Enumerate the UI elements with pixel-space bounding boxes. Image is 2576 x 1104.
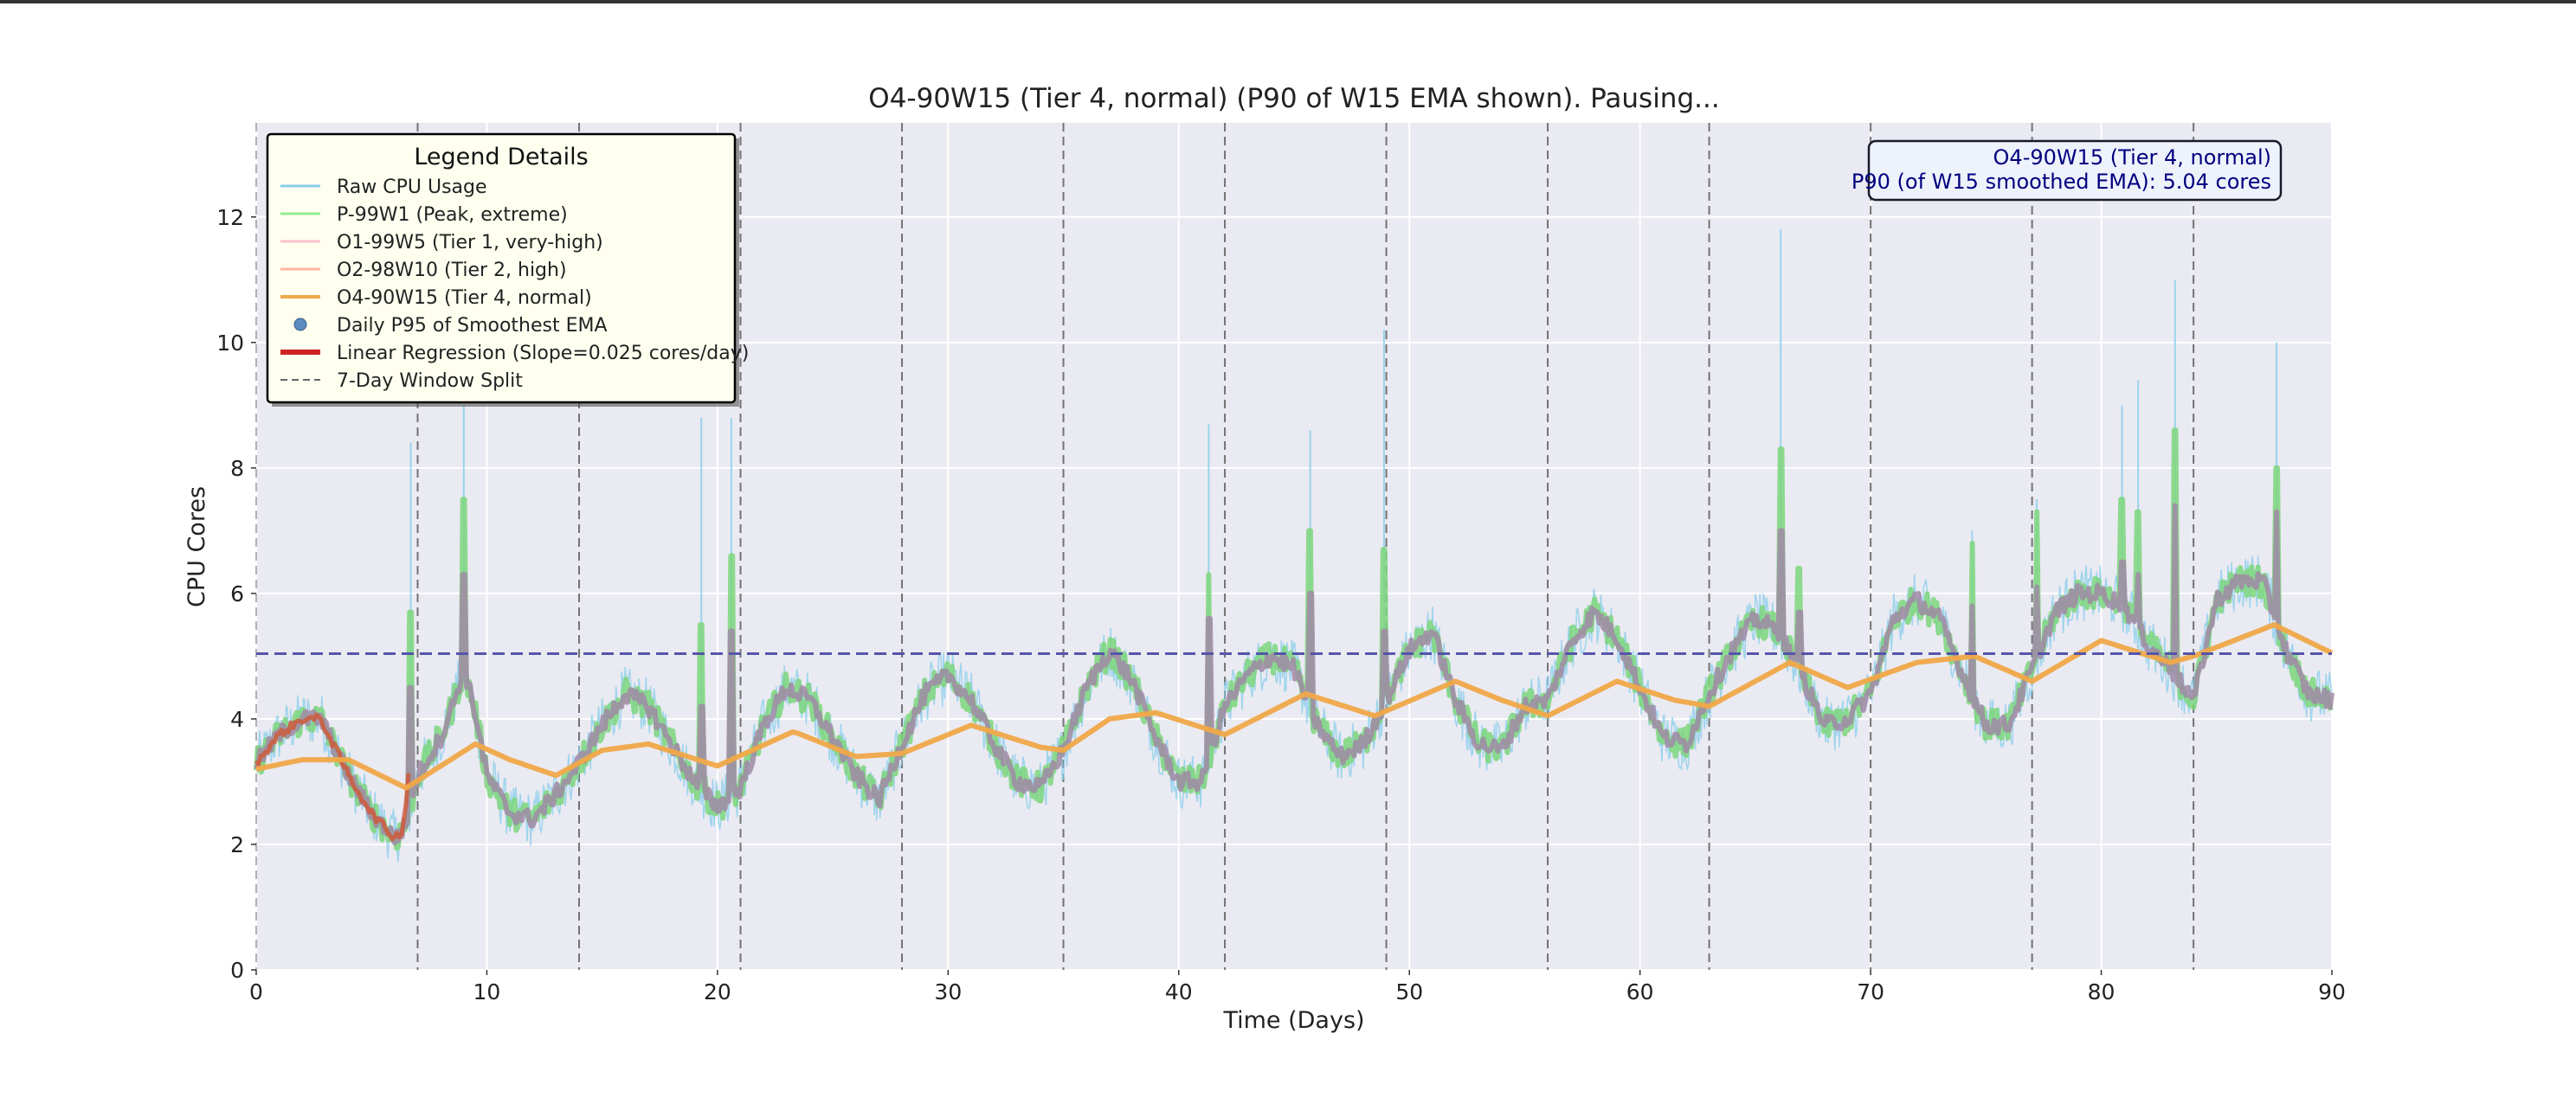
tier2-series	[254, 712, 411, 842]
x-tick-label: 30	[934, 979, 962, 1005]
x-tick-label: 70	[1857, 979, 1884, 1005]
y-tick-label: 4	[230, 707, 244, 732]
y-tick-label: 8	[230, 456, 244, 481]
legend-entry-label: P-99W1 (Peak, extreme)	[337, 204, 568, 226]
x-tick-label: 50	[1395, 979, 1423, 1005]
tier4-series	[255, 622, 2334, 791]
x-tick-label: 40	[1165, 979, 1193, 1005]
info-annotation: O4-90W15 (Tier 4, normal) P90 (of W15 sm…	[1852, 139, 2283, 202]
legend-entry-label: Daily P95 of Smoothest EMA	[337, 315, 608, 337]
legend-entries: Raw CPU Usage P-99W1 (Peak, extreme) O1-99…	[280, 177, 749, 392]
info-box	[1867, 139, 2283, 202]
legend-box	[266, 132, 737, 404]
x-tick-label: 90	[2318, 979, 2346, 1005]
x-axis-label: Time (Days)	[1222, 1007, 1364, 1034]
x-tick-label: 0	[249, 979, 263, 1005]
tier2-line	[254, 712, 411, 842]
raw-cpu-line	[255, 555, 2333, 863]
legend-entry-label: 7-Day Window Split	[337, 370, 523, 392]
tier1-line	[254, 503, 2334, 845]
chart-title: O4-90W15 (Tier 4, normal) (P90 of W15 EM…	[868, 83, 1719, 114]
legend-entry-label: Raw CPU Usage	[337, 177, 487, 198]
y-tick-label: 10	[216, 331, 244, 356]
y-tick-label: 12	[216, 205, 244, 230]
x-tick-label: 60	[1626, 979, 1654, 1005]
legend-title: Legend Details	[414, 144, 588, 170]
tier1-series	[254, 503, 2334, 845]
tier4-line	[255, 622, 2334, 791]
window-top-border	[0, 0, 2576, 3]
legend-entry-label: O4-90W15 (Tier 4, normal)	[337, 287, 592, 309]
legend-swatch	[293, 318, 307, 331]
legend-entry-label: Linear Regression (Slope=0.025 cores/day…	[337, 343, 749, 364]
y-tick-label: 0	[230, 958, 244, 983]
x-tick-label: 10	[473, 979, 501, 1005]
y-axis-label: CPU Cores	[184, 486, 210, 607]
legend: Legend Details Raw CPU Usage P-99W1 (Peak…	[266, 132, 749, 407]
legend-entry-label: O2-98W10 (Tier 2, high)	[337, 260, 567, 281]
x-tick-label: 80	[2088, 979, 2116, 1005]
x-tick-label: 20	[704, 979, 731, 1005]
axis-ticks: 0 10 20 30 40 50 60 70 80 90 0 2 4 6 8 10 12	[216, 205, 2346, 1005]
y-tick-label: 2	[230, 832, 244, 857]
legend-entry-label: O1-99W5 (Tier 1, very-high)	[337, 232, 603, 254]
info-line-2: P90 (of W15 smoothed EMA): 5.04 cores	[1852, 170, 2271, 194]
info-line-1: O4-90W15 (Tier 4, normal)	[1993, 145, 2271, 170]
y-tick-label: 6	[230, 581, 244, 607]
